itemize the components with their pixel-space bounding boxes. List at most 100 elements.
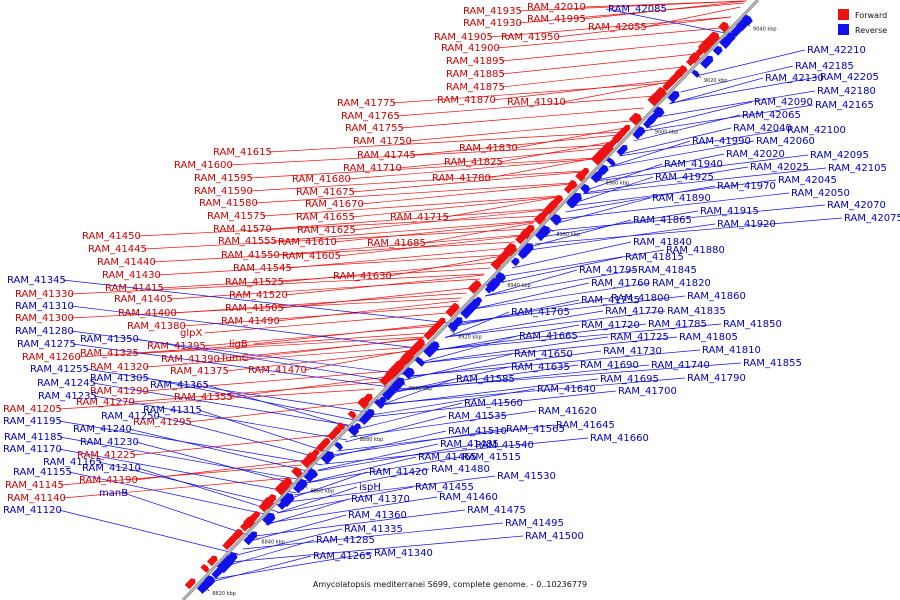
leader-line [135,332,429,354]
gene-label-reverse: RAM_42070 [827,200,886,211]
forward-gene-arrow [578,167,590,179]
tick-mark [695,72,702,79]
leader-line [619,129,786,157]
leader-line [460,295,686,323]
tick-mark [204,585,210,592]
gene-label-forward: RAM_41270 [76,397,135,408]
leader-line [249,157,596,179]
gene-label-reverse: RAM_41245 [37,378,96,389]
forward-gene-arrow [379,374,391,387]
leader-line [132,434,331,456]
gene-label-reverse: RAM_42100 [787,125,846,136]
leader-line [70,297,462,319]
gene-label-reverse: RAM_41730 [603,346,662,357]
leader-line [396,95,656,117]
leader-line [255,509,466,537]
gene-label-reverse: RAM_41735 [581,295,640,306]
gene-label-forward: RAM_41625 [297,225,356,236]
gene-label-reverse: RAM_42075 [844,213,900,224]
reverse-gene-arrow [384,387,396,398]
gene-label-reverse: RAM_41310 [15,301,74,312]
forward-gene-arrow [655,86,667,98]
gene-label-forward: RAM_41295 [133,417,192,428]
leader-line [62,279,459,325]
leader-line [554,197,651,225]
gene-label-forward: RAM_41595 [194,173,253,184]
gene-label-reverse: RAM_41515 [462,452,521,463]
gene-label-reverse: RAM_42025 [750,162,809,173]
leader-line [511,241,632,269]
leader-line [268,208,547,230]
leader-line [205,384,358,430]
gene-label-forward: RAM_41615 [213,147,272,158]
leader-line [225,350,411,372]
gene-label-forward: RAM_41825 [444,157,503,168]
forward-gene-arrow [688,52,700,64]
gene-label-forward: RAM_41490 [221,316,280,327]
gene-label-reverse: RAM_41855 [743,358,802,369]
gene-label-forward: RAM_41930 [463,18,522,29]
reverse-gene-arrow [414,356,425,367]
leader-line [532,219,632,247]
leader-line [395,362,742,390]
leader-line [445,310,666,338]
leader-line [432,324,580,352]
gene-label-reverse: RAM_41815 [625,252,684,263]
gene-label-reverse: RAM_42105 [828,163,887,174]
gene-label-forward: RAM_41550 [221,250,280,261]
forward-gene-arrow [411,339,425,353]
gene-label-reverse: RAM_42180 [817,86,876,97]
gene-label-reverse: RAM_41170 [3,444,62,455]
leader-line [445,310,604,338]
gene-label-forward: RAM_41780 [432,173,491,184]
leader-line [58,420,324,466]
reverse-gene-arrow [566,192,582,209]
reverse-gene-arrow [320,451,335,465]
leader-line [169,278,480,300]
leader-line [145,346,415,368]
leader-line [70,330,410,376]
leader-line [265,498,350,526]
leader-line [518,2,745,24]
leader-line [582,0,747,8]
gene-label-forward: RAM_41580 [199,198,258,209]
leader-line [456,299,580,327]
leader-line [369,390,617,418]
leader-line [156,415,329,461]
leader-line [574,176,654,204]
reverse-gene-arrow [378,396,387,405]
leader-line [408,120,632,142]
leader-line [501,40,708,62]
leader-line [198,409,334,455]
tick-mark [302,483,308,489]
gene-label-forward: RAM_41380 [127,321,186,332]
reverse-gene-arrow [374,399,385,409]
leader-line [229,144,609,166]
leader-line [68,471,275,517]
legend: Forward Reverse [838,9,887,35]
gene-label-reverse: RAM_41795 [579,265,638,276]
leader-line [135,338,402,384]
gene-label-forward: RAM_41710 [343,163,402,174]
gene-label-reverse: RAM_41535 [448,411,507,422]
leader-line [137,215,541,237]
gene-label-reverse: RAM_42210 [807,45,866,56]
gene-label-forward: RAM_41655 [296,212,355,223]
leader-line [288,247,510,269]
gene-label-reverse: RAM_41760 [591,278,650,289]
gene-label-forward: RAM_42010 [527,2,586,13]
leader-line [59,436,308,482]
reverse-gene-arrow [741,14,753,26]
leader-line [360,183,571,205]
gene-label-forward: RAM_41445 [88,244,147,255]
leader-line [157,254,503,276]
leader-line [332,428,505,456]
leader-line [294,468,430,496]
gene-label-reverse: RAM_42045 [778,175,837,186]
gene-label-forward: RAM_41630 [333,271,392,282]
gene-label-reverse: RAM_41890 [652,193,711,204]
reverse-gene-arrow [721,32,736,47]
gene-label-forward: RAM_41885 [446,69,505,80]
gene-label-reverse: RAM_42065 [742,110,801,121]
